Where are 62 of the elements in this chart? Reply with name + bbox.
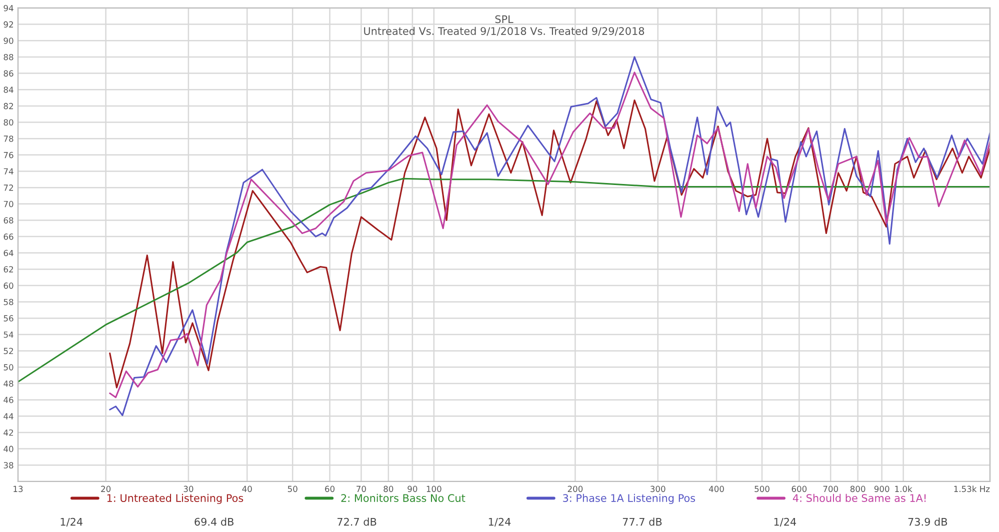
- text: 1/24: [774, 518, 796, 527]
- x-tick-label: 200: [568, 486, 583, 492]
- x-tick-label: 400: [708, 486, 724, 492]
- y-tick-label: 74: [4, 168, 14, 174]
- x-tick-label: 60: [325, 486, 335, 492]
- y-tick-label: 58: [4, 298, 14, 306]
- x-tick-label: 50: [288, 486, 298, 492]
- x-tick-label: 90: [408, 486, 418, 492]
- legend-label: 1: Untreated Listening Pos: [107, 494, 244, 504]
- y-tick-label: 52: [4, 348, 13, 354]
- x-tick-label: 800: [850, 486, 866, 492]
- y-tick-label: 64: [4, 250, 14, 256]
- y-tick-label: 66: [4, 234, 14, 240]
- text: SPL: [495, 15, 514, 24]
- x-tick-label: 40: [242, 486, 252, 492]
- text: 1/24: [60, 518, 82, 527]
- x-tick-label: 600: [792, 486, 807, 492]
- text: 73.9 dB: [908, 518, 948, 526]
- y-tick-label: 80: [4, 119, 14, 126]
- text: Untreated Vs. Treated 9/1/2018 Vs. Treated 9/29/2018: [364, 26, 644, 36]
- y-tick-label: 62: [4, 266, 13, 272]
- x-tick-label: 300: [650, 486, 666, 492]
- x-tick-label: 13: [14, 486, 23, 492]
- x-tick-label: 80: [384, 486, 394, 492]
- y-tick-label: 48: [4, 380, 14, 387]
- y-tick-label: 68: [4, 217, 14, 224]
- y-tick-label: 50: [4, 364, 14, 370]
- text: 69.4 dB: [194, 518, 234, 526]
- x-tick-label: 500: [754, 486, 770, 492]
- x-tick-label: 20: [101, 486, 111, 492]
- y-tick-label: 72: [4, 184, 13, 191]
- text: 72.7 dB: [338, 518, 376, 526]
- x-tick-label: 100: [426, 486, 442, 492]
- y-tick-label: 56: [4, 315, 14, 322]
- legend-label: 4: Should be Same as 1A!: [792, 494, 926, 502]
- x-tick-label: 900: [874, 486, 890, 492]
- y-tick-label: 46: [4, 396, 14, 404]
- x-tick-label: 1.53k Hz: [954, 486, 990, 492]
- y-tick-label: 82: [4, 102, 13, 110]
- y-tick-label: 94: [4, 4, 14, 12]
- legend-label: 3: Phase 1A Listening Pos: [563, 494, 696, 504]
- y-tick-label: 76: [4, 152, 14, 158]
- y-tick-label: 60: [4, 282, 14, 289]
- y-tick-label: 78: [4, 136, 14, 142]
- text: 77.7 dB: [622, 518, 662, 526]
- y-tick-label: 40: [4, 446, 14, 452]
- x-tick-label: 1.0k: [895, 486, 912, 492]
- y-tick-label: 54: [4, 332, 14, 338]
- y-tick-label: 38: [4, 462, 14, 468]
- y-tick-label: 88: [4, 54, 14, 60]
- x-tick-label: 70: [356, 486, 366, 492]
- y-tick-label: 84: [4, 86, 14, 93]
- x-tick-label: 700: [823, 486, 838, 492]
- y-tick-label: 70: [4, 200, 14, 208]
- y-tick-label: 44: [4, 413, 14, 420]
- y-tick-label: 92: [4, 21, 13, 28]
- text: 1/24: [488, 518, 511, 527]
- y-tick-label: 86: [4, 70, 14, 77]
- x-tick-label: 30: [184, 486, 194, 492]
- legend-label: 2: Monitors Bass No Cut: [341, 494, 466, 502]
- y-tick-label: 42: [4, 429, 13, 436]
- y-tick-label: 90: [4, 38, 14, 44]
